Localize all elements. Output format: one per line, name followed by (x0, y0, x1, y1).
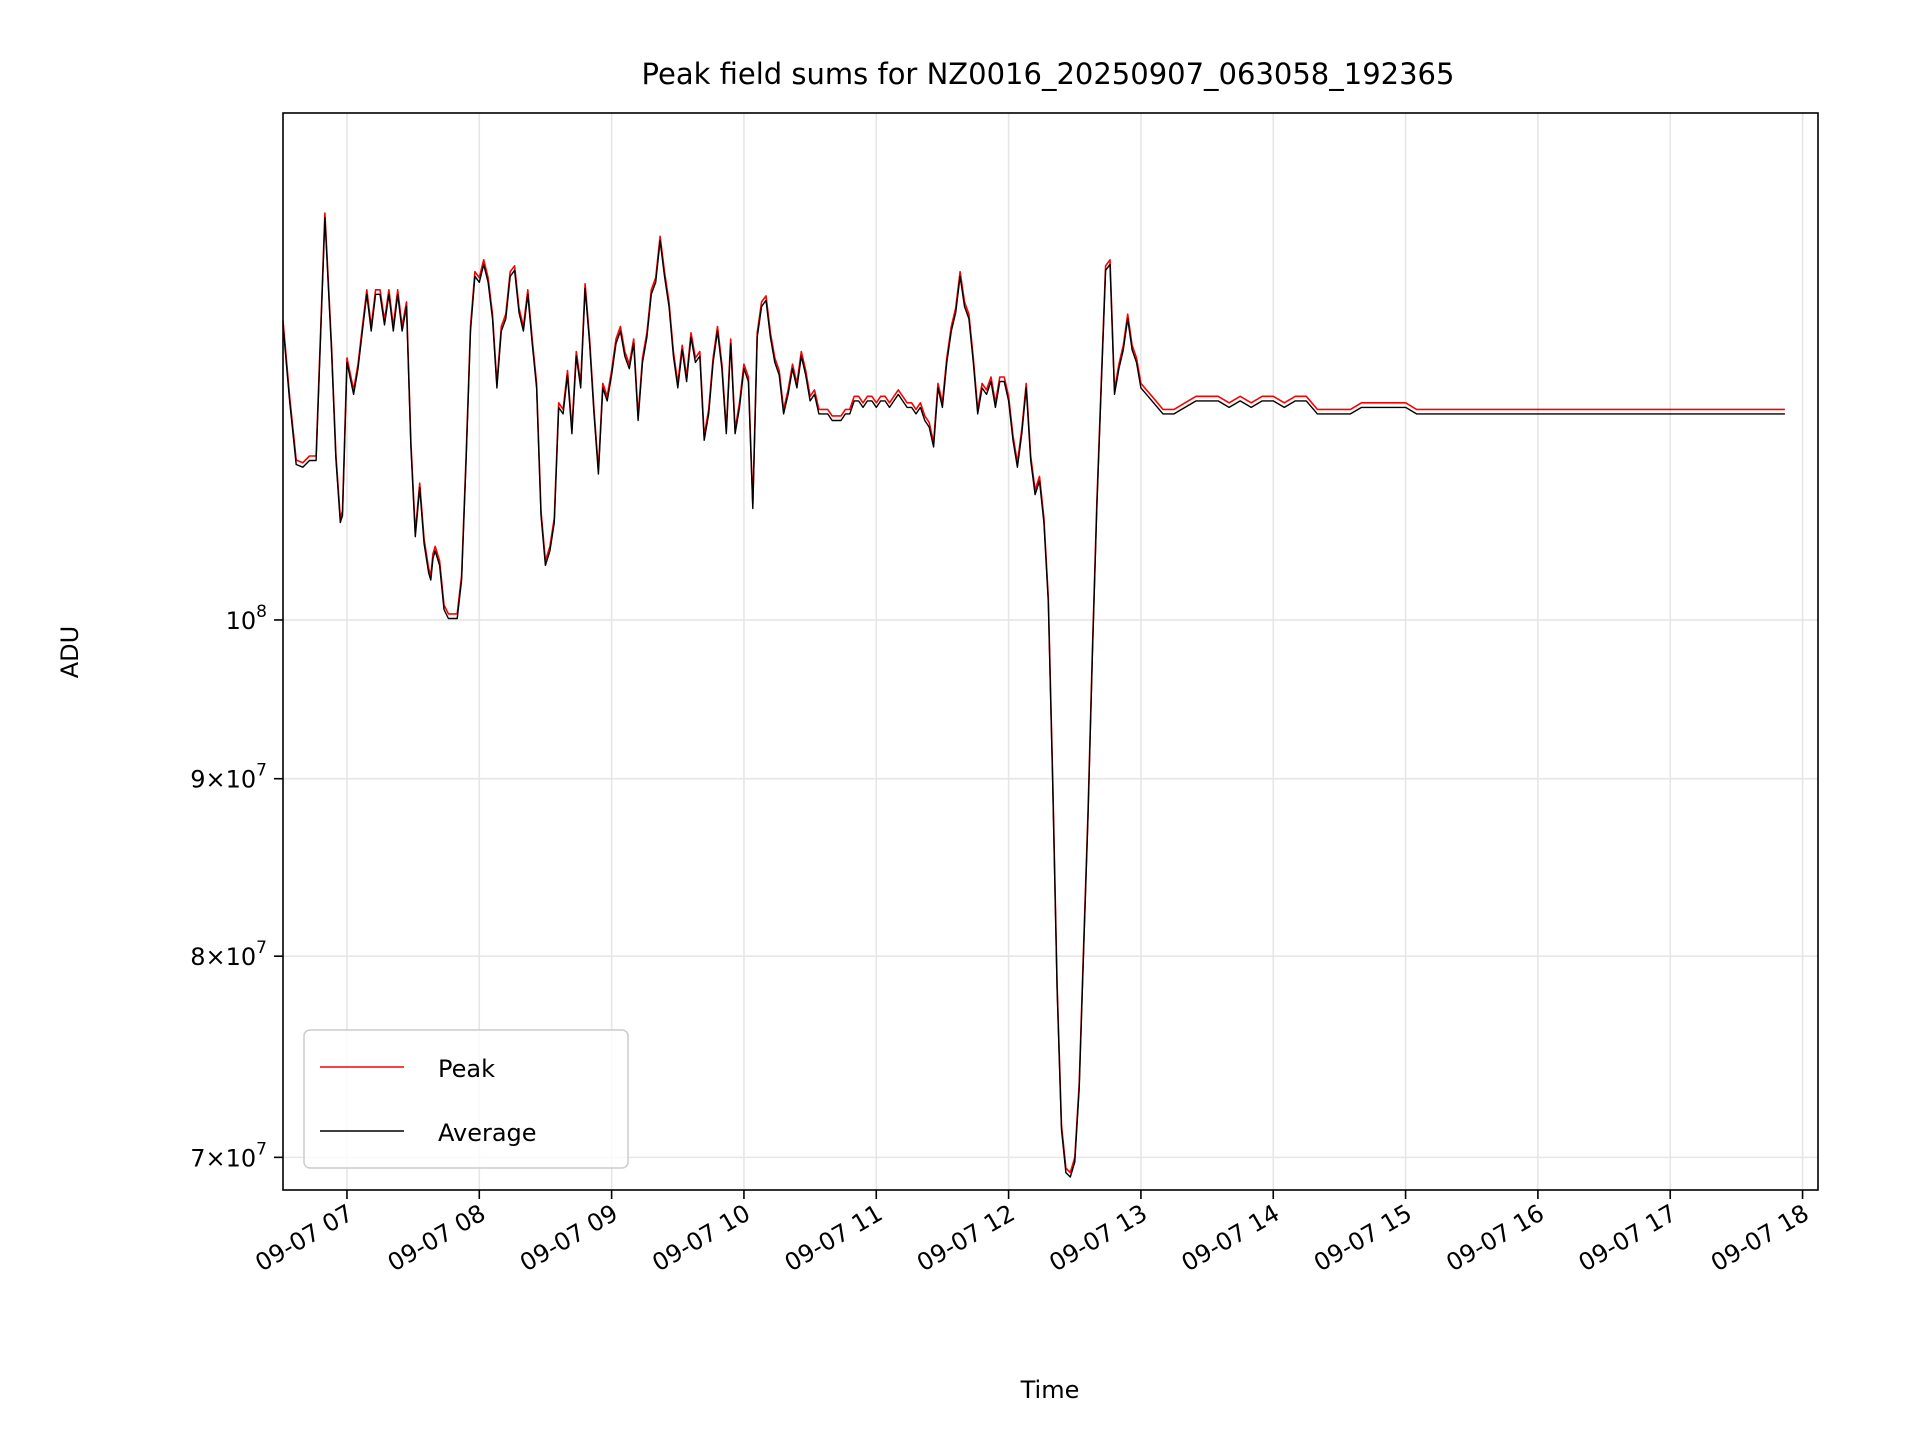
legend-label-average: Average (438, 1119, 537, 1147)
vertical-gridlines (346, 113, 1804, 1190)
x-axis-label: Time (1020, 1376, 1080, 1404)
legend-label-peak: Peak (438, 1055, 495, 1083)
chart-title: Peak field sums for NZ0016_20250907_0630… (642, 57, 1455, 91)
plot-background (283, 113, 1818, 1190)
y-tick-label: 108 (226, 602, 267, 635)
legend-box (303, 1029, 629, 1169)
plot-area (282, 112, 1819, 1191)
series-layer (282, 212, 1785, 1178)
y-tick-label: 7×107 (190, 1139, 267, 1172)
plot-frame (282, 112, 1819, 1191)
series-line-average (282, 216, 1785, 1178)
y-axis-label: ADU (56, 626, 84, 678)
y-axis-ticks: 108 9×107 8×107 7×107 (190, 602, 283, 1172)
y-tick-label: 9×107 (190, 761, 267, 794)
y-tick-label: 8×107 (190, 938, 267, 971)
legend: Peak Average (303, 1029, 629, 1169)
